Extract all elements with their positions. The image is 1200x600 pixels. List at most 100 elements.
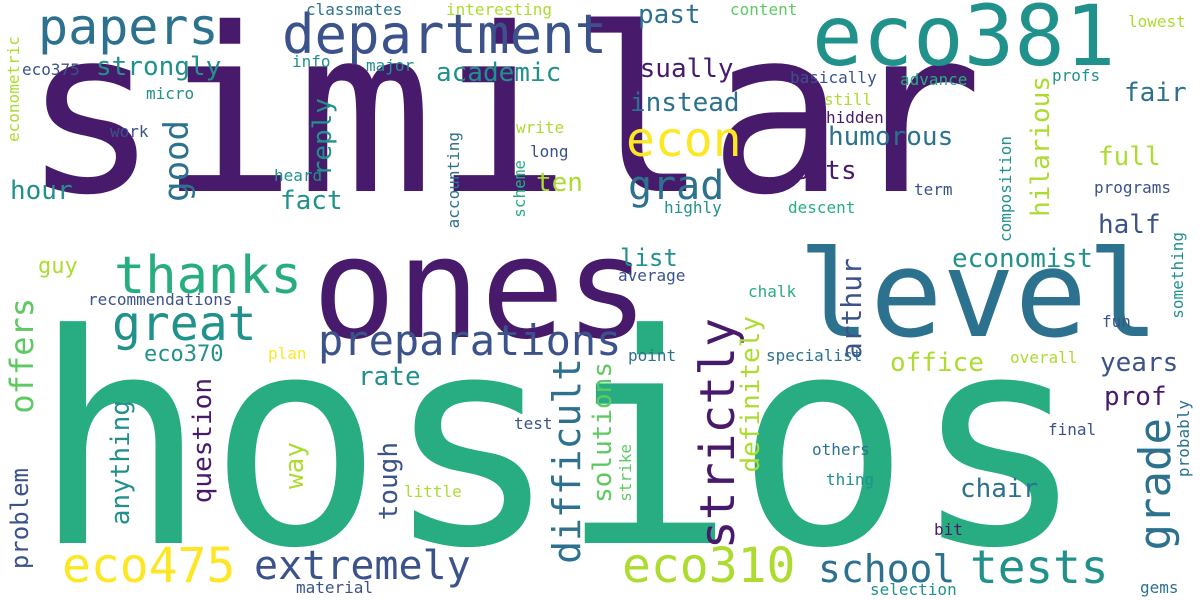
word-great: great: [112, 296, 257, 352]
word-econometric: econometric: [4, 36, 23, 142]
word-point: point: [628, 346, 677, 365]
word-recommendations: recommendations: [88, 290, 233, 309]
word-average: average: [618, 266, 686, 285]
word-academic: academic: [436, 58, 562, 88]
word-probably: probably: [1174, 400, 1193, 478]
word-accounting: accounting: [444, 132, 463, 229]
word-still: still: [824, 90, 873, 109]
word-ones: ones: [312, 208, 650, 371]
word-strongly: strongly: [96, 52, 222, 82]
word-guy: guy: [38, 254, 78, 279]
word-good: good: [157, 120, 197, 202]
word-major: major: [366, 56, 415, 75]
word-composition: composition: [996, 136, 1015, 242]
word-school: school: [818, 547, 956, 591]
word-instead: instead: [630, 88, 740, 118]
word-anything: anything: [106, 400, 136, 526]
word-basically: basically: [790, 68, 877, 87]
word-solutions: solutions: [588, 362, 618, 503]
word-something: something: [1168, 232, 1187, 319]
word-question: question: [188, 378, 218, 504]
word-grad: grad: [628, 163, 725, 209]
word-strictly: strictly: [690, 318, 746, 550]
word-thing: thing: [826, 470, 875, 489]
word-scheme: scheme: [510, 160, 529, 218]
word-usually: usually: [624, 54, 734, 84]
word-sets: sets: [794, 156, 857, 186]
word-long: long: [530, 142, 569, 161]
word-profs: profs: [1052, 66, 1101, 85]
word-content: content: [730, 0, 798, 19]
word-plan: plan: [268, 344, 307, 363]
word-hilarious: hilarious: [1026, 76, 1056, 217]
word-difficult: difficult: [545, 358, 589, 564]
word-lowest: lowest: [1128, 12, 1186, 31]
word-ten: ten: [536, 168, 583, 198]
word-chair: chair: [960, 474, 1039, 504]
word-descent: descent: [788, 198, 856, 217]
word-definitely: definitely: [736, 316, 766, 473]
word-others: others: [812, 440, 870, 459]
word-arthur: arthur: [835, 258, 868, 360]
word-thanks: thanks: [114, 246, 302, 306]
word-similar: similar: [22, 0, 983, 245]
word-list: list: [620, 244, 678, 272]
word-fair: fair: [1124, 78, 1187, 108]
word-preparations: preparations: [318, 316, 622, 365]
word-term: term: [914, 180, 953, 199]
word-interesting: interesting: [446, 0, 552, 19]
word-highly: highly: [664, 198, 722, 217]
word-eco375: eco375: [22, 60, 80, 79]
word-strike: strike: [616, 444, 635, 502]
word-offers: offers: [3, 298, 41, 414]
word-problem: problem: [6, 468, 34, 570]
word-advance: advance: [900, 70, 968, 89]
word-rate: rate: [358, 362, 421, 392]
word-way: way: [280, 442, 310, 489]
word-gems: gems: [1140, 578, 1179, 597]
word-hosios: hosios: [32, 272, 1087, 600]
word-chalk: chalk: [748, 282, 797, 301]
word-papers: papers: [38, 0, 219, 56]
word-little: little: [404, 482, 462, 501]
word-prof: prof: [1104, 382, 1167, 412]
word-reply: reply: [308, 98, 338, 177]
word-eco370: eco370: [144, 342, 224, 367]
word-material: material: [296, 578, 374, 597]
word-micro: micro: [146, 84, 195, 103]
word-hidden: hidden: [826, 108, 884, 127]
word-eco381: eco381: [812, 0, 1116, 85]
word-bit: bit: [934, 520, 963, 539]
word-work: work: [110, 122, 149, 141]
word-specialist: specialist: [766, 346, 863, 365]
word-final: final: [1048, 420, 1097, 439]
word-hour: hour: [10, 176, 73, 206]
word-years: years: [1100, 348, 1179, 378]
word-tough: tough: [374, 442, 404, 521]
word-economist: economist: [952, 244, 1093, 274]
word-eco310: eco310: [622, 538, 796, 594]
word-test: test: [514, 414, 553, 433]
word-heard: heard: [274, 166, 323, 185]
word-half: half: [1098, 210, 1161, 240]
word-full: full: [1098, 142, 1161, 172]
word-fun: fun: [1102, 312, 1131, 331]
word-tests: tests: [970, 540, 1109, 594]
word-info: info: [292, 52, 331, 71]
word-department: department: [282, 3, 608, 66]
word-eco475: eco475: [62, 538, 236, 594]
word-humorous: humorous: [828, 122, 954, 152]
word-classmates: classmates: [306, 0, 403, 19]
word-programs: programs: [1094, 178, 1172, 197]
word-fact: fact: [280, 186, 343, 216]
word-extremely: extremely: [254, 543, 471, 589]
word-econ: econ: [626, 112, 742, 168]
word-level: level: [798, 226, 1160, 365]
word-write: write: [516, 118, 565, 137]
word-office: office: [890, 348, 984, 378]
word-past: past: [638, 0, 701, 30]
word-overall: overall: [1010, 348, 1078, 367]
word-grade: grade: [1130, 418, 1181, 551]
word-selection: selection: [870, 580, 957, 599]
